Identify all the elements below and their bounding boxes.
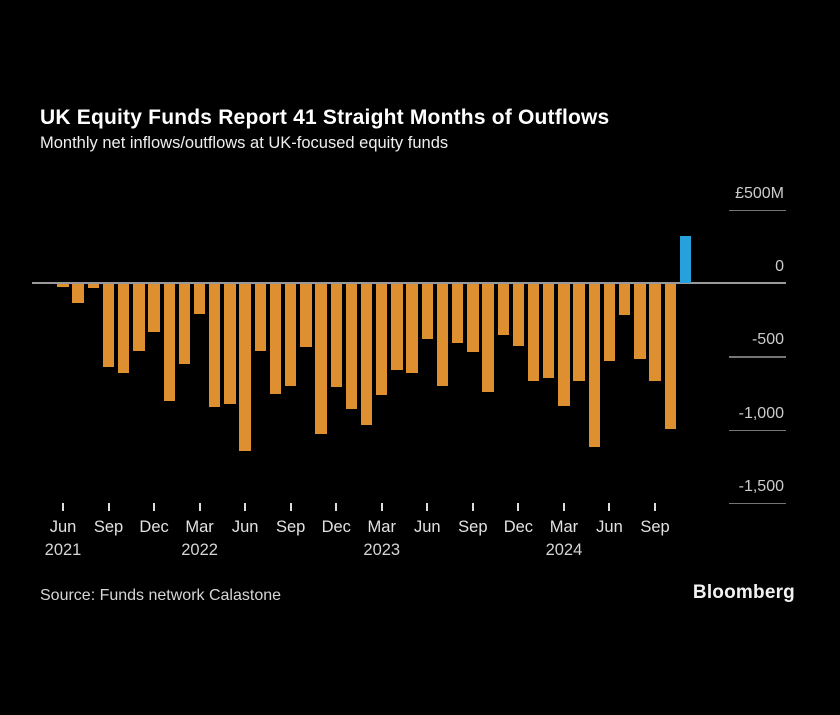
gridline-segment xyxy=(729,502,786,505)
chart-title: UK Equity Funds Report 41 Straight Month… xyxy=(40,106,610,129)
bar-Feb 2023 xyxy=(360,284,373,426)
bar-Feb 2024 xyxy=(543,284,555,378)
x-axis-year-label: 2021 xyxy=(44,541,82,559)
bar-Jul 2024 xyxy=(618,284,631,315)
bar-Oct 2023 xyxy=(482,284,494,393)
x-axis-month-label: Jun xyxy=(49,518,77,536)
bar-May 2024 xyxy=(588,284,600,447)
gridline-segment xyxy=(729,209,786,212)
x-axis-month-label: Sep xyxy=(93,518,124,536)
bar-Jun 2021 xyxy=(57,284,69,287)
x-axis-month-label: Dec xyxy=(139,518,169,536)
source-text: Source: Funds network Calastone xyxy=(40,587,282,604)
bar-Mar 2024 xyxy=(558,284,570,406)
bar-Oct 2021 xyxy=(118,284,130,374)
x-axis-tick xyxy=(289,503,292,511)
y-axis-label: -500 xyxy=(751,331,784,349)
bar-Aug 2021 xyxy=(87,284,100,288)
x-axis-month-label: Sep xyxy=(640,518,670,536)
x-axis-year-label: 2024 xyxy=(545,541,583,559)
y-axis-label: £500M xyxy=(735,184,784,202)
bar-Jan 2024 xyxy=(527,284,540,382)
bar-Sep 2022 xyxy=(285,284,297,386)
bar-Apr 2023 xyxy=(391,284,403,371)
x-axis-tick xyxy=(562,503,565,511)
bar-Nov 2021 xyxy=(133,284,145,351)
bar-Jan 2023 xyxy=(345,284,358,410)
bar-Oct 2024 xyxy=(664,284,676,430)
bar-Jun 2022 xyxy=(239,284,251,452)
bar-Sep 2024 xyxy=(649,284,661,382)
x-axis-month-label: Dec xyxy=(503,518,534,536)
x-axis-month-label: Mar xyxy=(367,518,396,536)
bar-Apr 2022 xyxy=(209,284,221,408)
bar-Aug 2024 xyxy=(634,284,646,360)
bar-Jul 2022 xyxy=(254,284,267,351)
bar-Jul 2023 xyxy=(436,284,449,386)
y-axis-label: -1,000 xyxy=(738,404,784,422)
gridline-segment xyxy=(729,356,786,358)
bloomberg-logo: Bloomberg xyxy=(692,582,795,603)
bar-Sep 2023 xyxy=(467,284,479,353)
x-axis-month-label: Jun xyxy=(596,518,623,536)
x-axis-month-label: Mar xyxy=(185,518,214,536)
bar-Sep 2021 xyxy=(102,284,115,367)
x-axis-tick xyxy=(654,503,657,511)
x-axis-tick xyxy=(608,503,611,511)
x-axis-month-label: Mar xyxy=(549,518,579,536)
y-axis-label: -1,500 xyxy=(738,477,784,495)
x-axis-tick xyxy=(62,503,64,511)
x-axis-tick xyxy=(107,503,110,511)
bar-May 2022 xyxy=(224,284,236,405)
x-axis-month-label: Sep xyxy=(458,518,488,536)
bar-Jun 2024 xyxy=(603,284,616,361)
bar-Apr 2024 xyxy=(573,284,585,381)
bar-Nov 2022 xyxy=(315,284,327,435)
gridline-segment xyxy=(729,429,786,432)
x-axis-year-label: 2023 xyxy=(363,541,401,559)
bar-Feb 2022 xyxy=(178,284,191,364)
bar-Nov 2024 xyxy=(679,236,692,283)
x-axis-year-label: 2022 xyxy=(181,541,218,559)
bar-Oct 2022 xyxy=(300,284,312,348)
x-axis-month-label: Dec xyxy=(321,518,351,536)
bar-Dec 2023 xyxy=(512,284,525,346)
chart-subtitle: Monthly net inflows/outflows at UK-focus… xyxy=(40,134,449,152)
bar-Jan 2022 xyxy=(163,284,175,401)
x-axis-tick xyxy=(198,503,201,511)
x-axis-month-label: Jun xyxy=(231,518,259,536)
bar-Jun 2023 xyxy=(421,284,433,339)
bar-Nov 2023 xyxy=(497,284,509,336)
x-axis-tick xyxy=(426,503,429,511)
bar-Aug 2022 xyxy=(269,284,282,394)
x-axis-tick xyxy=(153,503,156,511)
bar-May 2023 xyxy=(406,284,418,373)
bar-Mar 2023 xyxy=(376,284,388,395)
x-axis-month-label: Jun xyxy=(414,518,441,536)
y-axis-label: 0 xyxy=(775,258,784,275)
zero-axis-line xyxy=(32,282,786,284)
x-axis-month-label: Sep xyxy=(276,518,306,536)
x-axis-tick xyxy=(380,503,383,511)
x-axis-tick xyxy=(517,503,520,511)
bar-Dec 2021 xyxy=(148,284,160,333)
bar-Jul 2021 xyxy=(72,284,84,304)
bar-Mar 2022 xyxy=(193,284,206,315)
bar-Aug 2023 xyxy=(451,284,464,343)
x-axis-tick xyxy=(335,503,338,511)
x-axis-tick xyxy=(244,503,247,511)
x-axis-tick xyxy=(471,503,474,511)
bar-Dec 2022 xyxy=(330,284,342,388)
